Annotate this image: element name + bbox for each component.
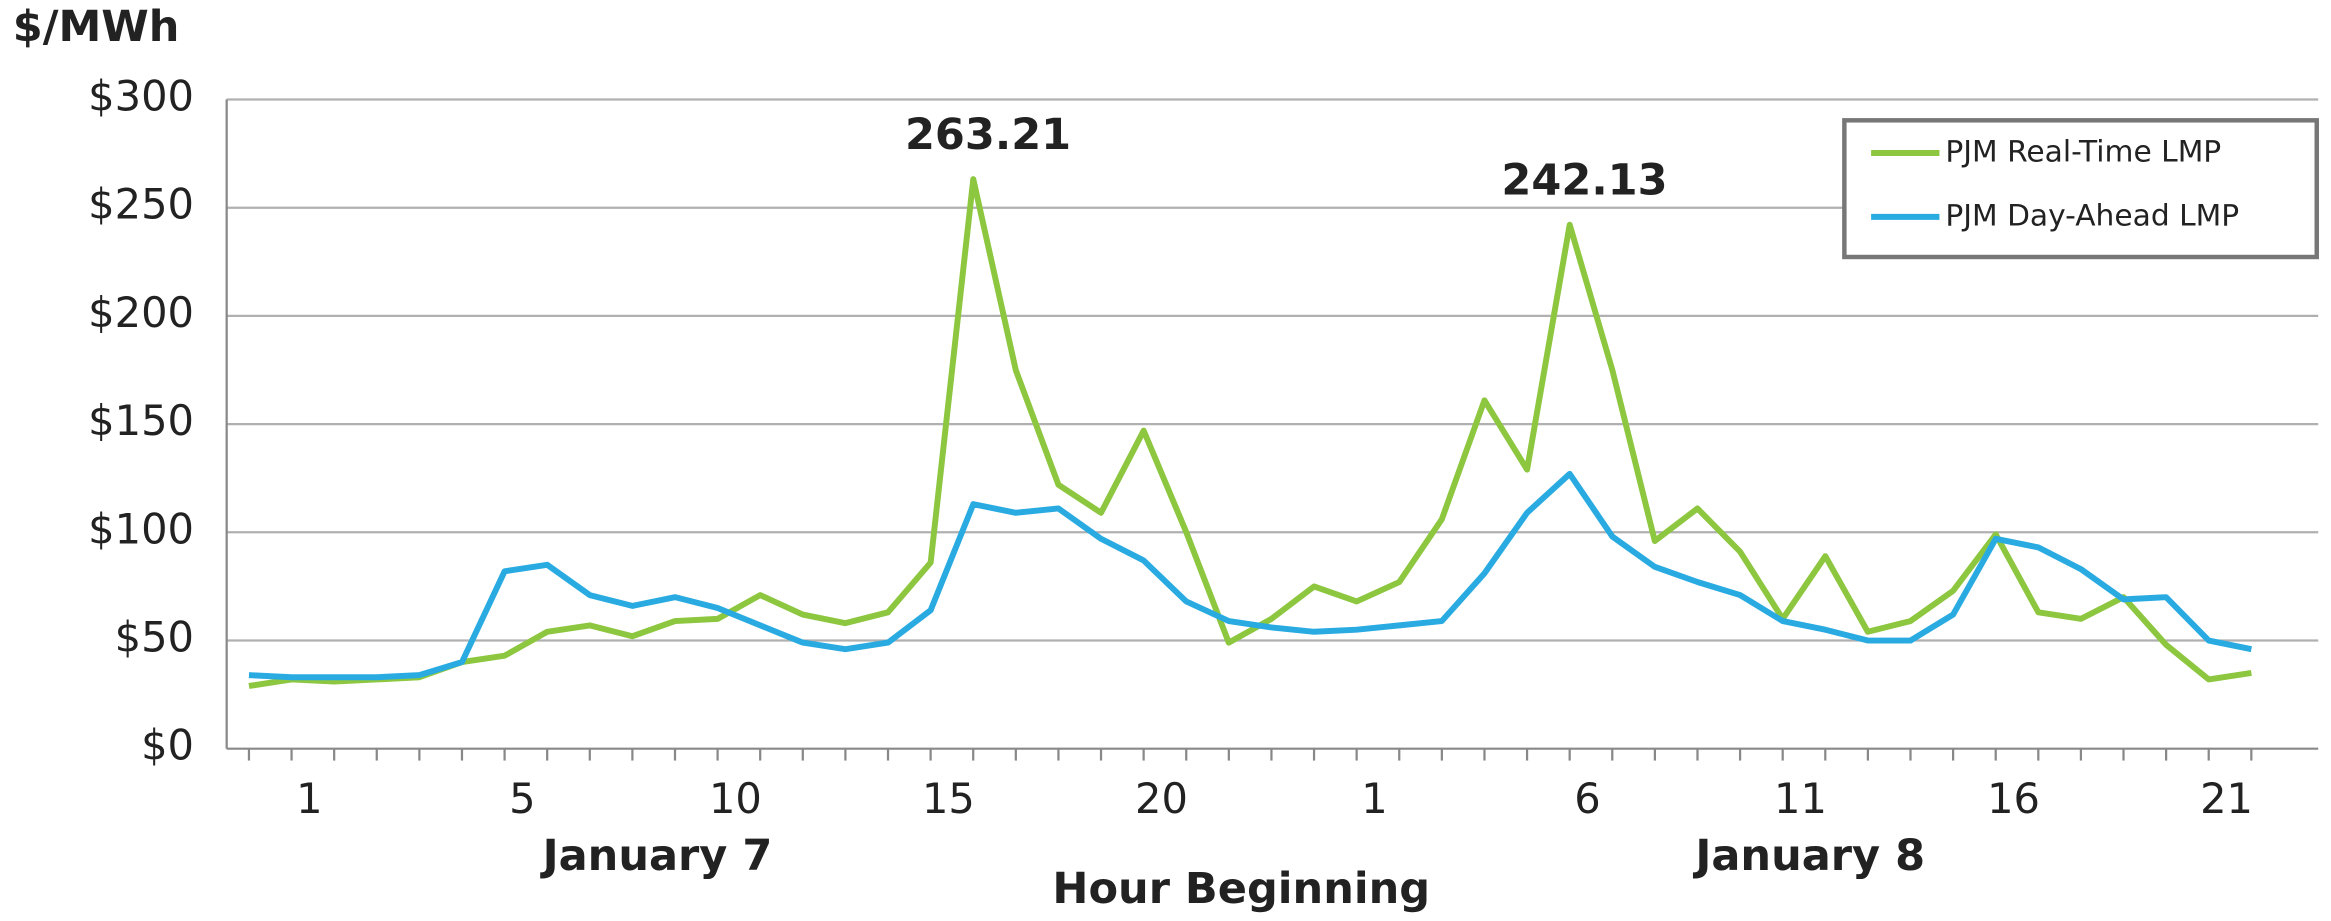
x-tick-label: 5 xyxy=(509,774,535,823)
x-tick-label: 21 xyxy=(2200,774,2253,823)
x-axis-label: Hour Beginning xyxy=(1052,864,1430,914)
data-label: 242.13 xyxy=(1501,156,1667,206)
y-tick-label: $200 xyxy=(88,288,194,337)
series-line xyxy=(248,470,2252,681)
data-label: 263.21 xyxy=(905,110,1071,160)
x-tick-label: 6 xyxy=(1574,774,1600,823)
x-tick-label: 10 xyxy=(709,774,762,823)
y-tick-label: $100 xyxy=(88,504,194,553)
y-axis-label: $/MWh xyxy=(13,2,180,52)
legend-label: PJM Real-Time LMP xyxy=(1945,135,2221,170)
y-tick-label: $300 xyxy=(88,72,194,121)
x-tick-label: 16 xyxy=(1987,774,2040,823)
day-label: January 7 xyxy=(540,831,773,881)
day-label: January 8 xyxy=(1692,831,1925,881)
series-line xyxy=(248,176,2252,689)
x-tick-label: 11 xyxy=(1774,774,1827,823)
x-tick-label: 20 xyxy=(1135,774,1188,823)
x-tick-label: 1 xyxy=(1361,774,1387,823)
x-tick-label: 1 xyxy=(296,774,322,823)
legend-box xyxy=(1842,118,2319,260)
legend-label: PJM Day-Ahead LMP xyxy=(1945,198,2239,233)
y-tick-label: $250 xyxy=(88,180,194,229)
y-tick-label: $0 xyxy=(141,721,194,770)
y-tick-label: $50 xyxy=(115,612,194,661)
y-tick-label: $150 xyxy=(88,396,194,445)
x-tick-label: 15 xyxy=(922,774,975,823)
